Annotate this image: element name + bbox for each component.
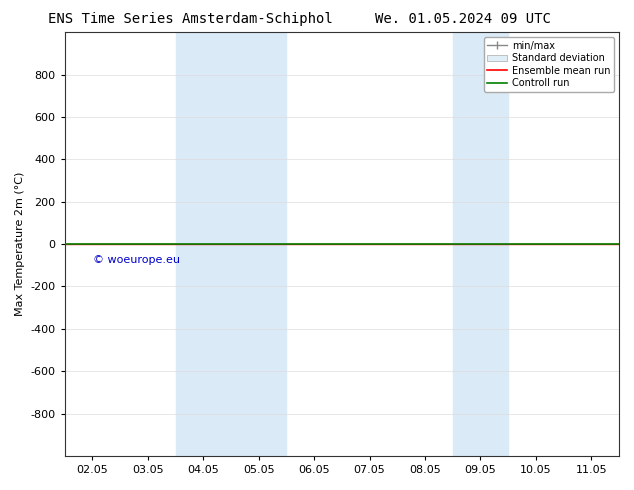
Legend: min/max, Standard deviation, Ensemble mean run, Controll run: min/max, Standard deviation, Ensemble me…	[484, 37, 614, 92]
Text: © woeurope.eu: © woeurope.eu	[93, 255, 180, 265]
Text: ENS Time Series Amsterdam-Schiphol: ENS Time Series Amsterdam-Schiphol	[48, 12, 333, 26]
Bar	[453, 32, 508, 456]
Text: We. 01.05.2024 09 UTC: We. 01.05.2024 09 UTC	[375, 12, 551, 26]
Bar	[176, 32, 287, 456]
Y-axis label: Max Temperature 2m (°C): Max Temperature 2m (°C)	[15, 172, 25, 316]
